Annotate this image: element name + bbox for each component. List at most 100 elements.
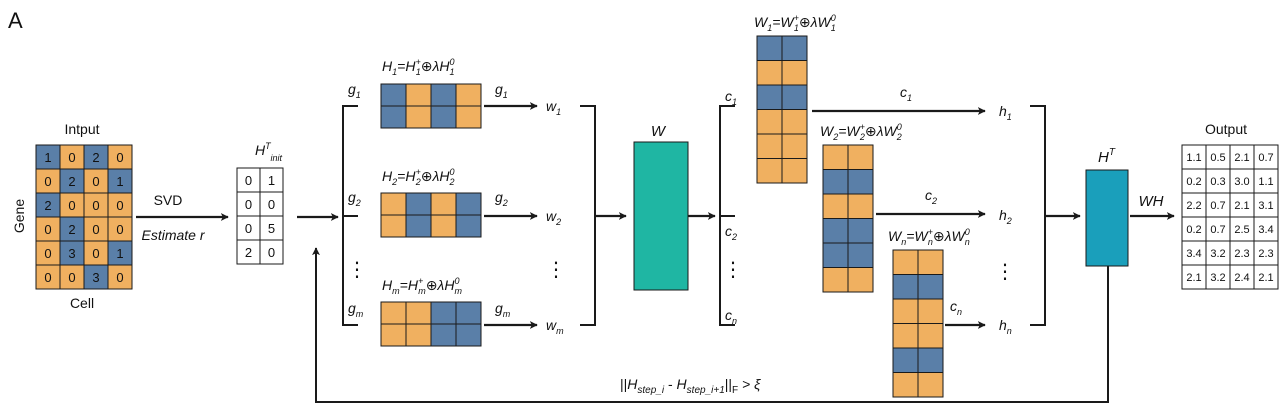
h-output-label: h1 (999, 103, 1012, 122)
output-cell-value: 2.2 (1186, 200, 1201, 212)
w-column-formula: W1=W+ 1⊕λW0 1 (754, 13, 836, 33)
w-column-cell (917, 249, 944, 275)
input-cell (107, 216, 133, 242)
h-row-cell (405, 105, 432, 129)
w-column-cell (781, 133, 808, 159)
output-cell (1229, 144, 1255, 170)
input-cell (35, 264, 61, 290)
input-cell-value: 0 (116, 198, 123, 213)
output-cells: 1.1 0.5 2.1 0.7 0.2 0.3 3.0 1.1 2.2 0.7 2.1 3.1 0.2 0… (1181, 144, 1279, 290)
w-column-cell (847, 169, 874, 195)
input-cell (107, 264, 133, 290)
output-cell (1253, 264, 1279, 290)
h-row-cell (455, 323, 482, 347)
w-bracket (580, 105, 596, 326)
output-matrix: Output 1.1 0.5 2.1 0.7 0.2 0.3 3.0 1.1 2.2 0.7 2.1… (1181, 121, 1279, 290)
output-cell-value: 3.4 (1258, 224, 1273, 236)
output-cell (1181, 216, 1207, 242)
w-column-cell (756, 158, 783, 184)
h-init-cell-value: 2 (245, 245, 252, 260)
w-column-cell (756, 84, 783, 110)
input-cell-value: 0 (116, 270, 123, 285)
c-labels: c1 c2 cn (725, 88, 737, 326)
h-row-cell (380, 192, 407, 216)
input-cell (107, 240, 133, 266)
input-title: Intput (64, 121, 99, 137)
input-cell (59, 216, 85, 242)
output-cell-value: 3.2 (1210, 272, 1225, 284)
h-init-cell-value: 0 (245, 197, 252, 212)
input-cell-value: 0 (68, 198, 75, 213)
output-cell-value: 2.4 (1234, 272, 1249, 284)
h-row-formula: Hm=H+ m⊕λH0 m (382, 276, 462, 296)
output-cell-value: 0.2 (1186, 176, 1201, 188)
output-cell-value: 1.1 (1186, 152, 1201, 164)
h-row-formula: H2=H+ 2⊕λH0 2 (382, 167, 455, 187)
w-column-cell (822, 242, 849, 268)
output-cell (1181, 240, 1207, 266)
output-cell-value: 0.3 (1210, 176, 1225, 188)
h-bracket (1030, 105, 1046, 326)
c-arrow-label: c2 (925, 187, 937, 206)
h-init-matrix: HTinit 0 1 0 0 0 5 2 0 (236, 141, 284, 265)
input-cell (59, 264, 85, 290)
ellipsis-dots: ⋮ (347, 259, 367, 281)
w-column-formula: W2=W+ 2⊕λW0 2 (820, 122, 902, 142)
h-row-cell (455, 192, 482, 216)
input-cell (59, 192, 85, 218)
ht-matrix-label: HT (1098, 147, 1116, 166)
w-label: wm (546, 317, 564, 336)
output-cell-value: 2.1 (1186, 272, 1201, 284)
h-init-cell-value: 0 (268, 197, 275, 212)
w-column-cell (822, 218, 849, 244)
c-label: c2 (725, 223, 737, 242)
h-init-cell-value: 0 (268, 245, 275, 260)
output-cell (1181, 168, 1207, 194)
h-output-label: hn (999, 317, 1012, 336)
h-init-cell-value: 1 (268, 173, 275, 188)
input-cell-value: 1 (116, 174, 123, 189)
input-cell-value: 3 (68, 246, 75, 261)
output-cell-value: 2.5 (1234, 224, 1249, 236)
w-column-cell (781, 35, 808, 61)
output-cell (1181, 264, 1207, 290)
output-cell-value: 0.7 (1258, 152, 1273, 164)
w-column-cell (781, 158, 808, 184)
ellipsis-dots: ⋮ (546, 259, 566, 281)
w-column-cell (847, 242, 874, 268)
output-cell-value: 0.5 (1210, 152, 1225, 164)
input-cell (35, 240, 61, 266)
w-column-cell (847, 218, 874, 244)
convergence-criterion: ||Hstep_i - Hstep_i+1||F > ξ (620, 376, 761, 396)
input-cell-value: 0 (44, 222, 51, 237)
h-row-cell (430, 214, 457, 238)
output-cell-value: 3.0 (1234, 176, 1249, 188)
g-label: gm (495, 300, 511, 319)
h-row-cell (405, 323, 432, 347)
input-cell-value: 2 (68, 174, 75, 189)
g-label: gm (348, 300, 364, 319)
c-label: c1 (725, 88, 737, 107)
feedback-loop-arrow (312, 247, 1109, 403)
h-row-cell (430, 323, 457, 347)
w-column-cell (917, 298, 944, 324)
output-cell (1229, 240, 1255, 266)
input-cell-value: 0 (116, 222, 123, 237)
g-label: g1 (348, 81, 361, 100)
output-cell (1229, 192, 1255, 218)
w-column-cell (756, 109, 783, 135)
w-matrix-block (633, 141, 689, 291)
w-column-cell (822, 169, 849, 195)
w-column-cell (822, 267, 849, 293)
input-cell-value: 2 (68, 222, 75, 237)
w-column-cell (917, 274, 944, 300)
w-column-formula: Wn=W+ n⊕λW0 n (888, 227, 970, 247)
h-init-label: HTinit (255, 141, 283, 163)
w-column-cell (781, 60, 808, 86)
c-arrow-label: cn (950, 298, 962, 317)
input-cell (107, 168, 133, 194)
g-label: g2 (495, 189, 508, 208)
w-column-cell (892, 323, 919, 349)
h-row-cell (405, 192, 432, 216)
svd-label: SVD (154, 192, 183, 208)
